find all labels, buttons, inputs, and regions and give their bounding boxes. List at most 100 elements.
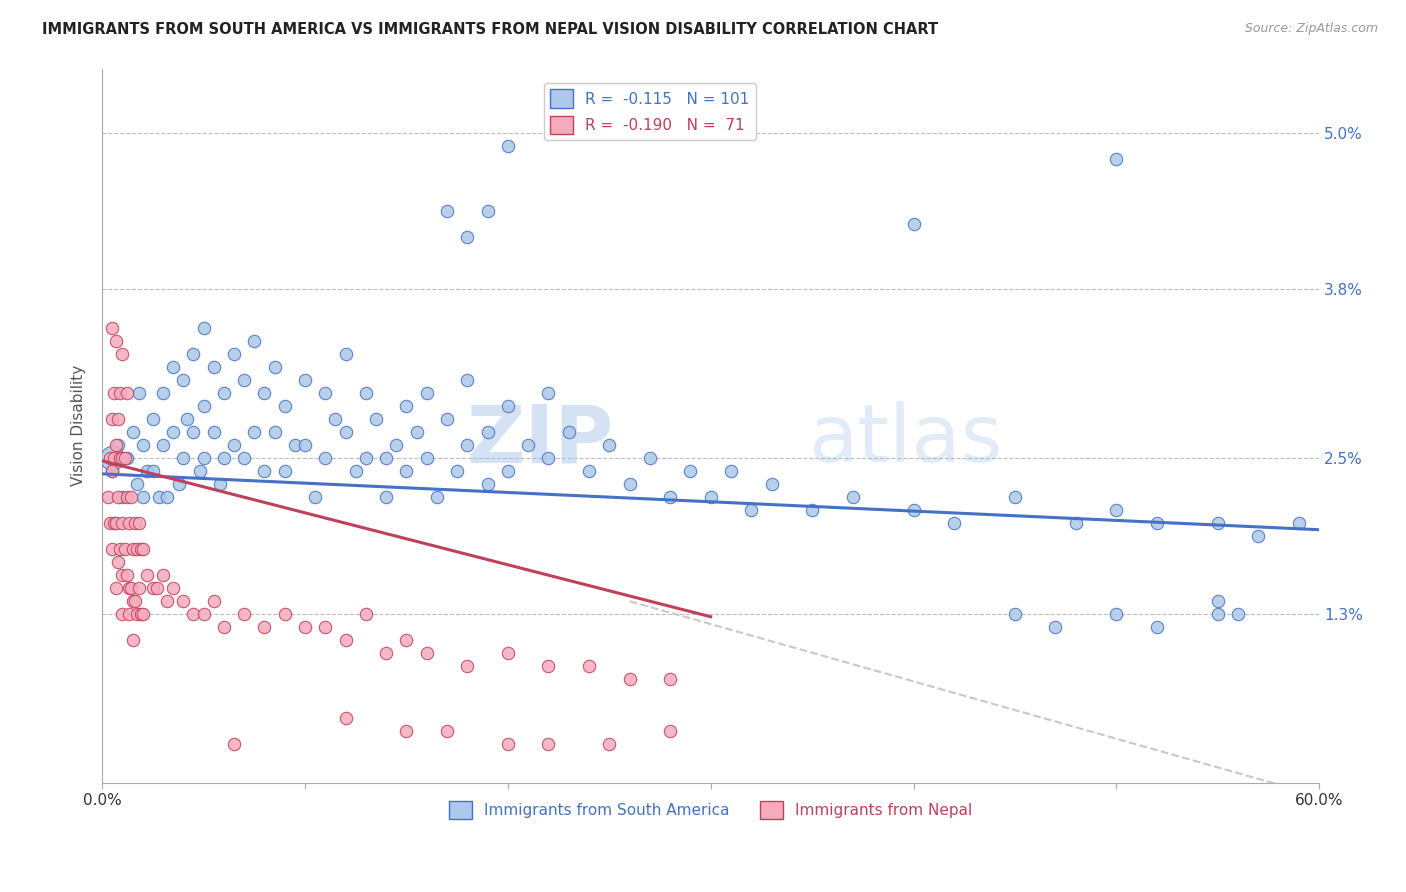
Point <box>129 607 152 622</box>
Point <box>111 451 134 466</box>
Point <box>125 607 148 622</box>
Point <box>202 360 225 375</box>
Point <box>274 464 297 478</box>
Point <box>496 399 519 413</box>
Point <box>496 737 519 751</box>
Point <box>537 386 560 401</box>
Point <box>188 464 211 478</box>
Point <box>477 477 499 491</box>
Point <box>659 490 682 504</box>
Point <box>253 386 276 401</box>
Point <box>132 607 155 622</box>
Point <box>169 477 191 491</box>
Point <box>97 490 120 504</box>
Point <box>456 438 478 452</box>
Point <box>132 438 155 452</box>
Point <box>496 464 519 478</box>
Point <box>117 581 139 595</box>
Point <box>124 516 146 531</box>
Point <box>128 516 150 531</box>
Point <box>578 464 600 478</box>
Point <box>212 620 235 634</box>
Point <box>416 386 439 401</box>
Point <box>132 490 155 504</box>
Point <box>294 438 316 452</box>
Point <box>243 425 266 440</box>
Point <box>202 425 225 440</box>
Point <box>117 516 139 531</box>
Point <box>120 581 142 595</box>
Point <box>115 568 138 582</box>
Point <box>446 464 468 478</box>
Point <box>436 412 458 426</box>
Point <box>659 672 682 686</box>
Point <box>128 581 150 595</box>
Point <box>557 425 579 440</box>
Text: atlas: atlas <box>808 401 1002 479</box>
Point <box>263 360 285 375</box>
Point <box>183 607 205 622</box>
Point <box>699 490 721 504</box>
Point <box>193 399 215 413</box>
Point <box>314 451 336 466</box>
Point <box>1206 594 1229 608</box>
Point <box>405 425 427 440</box>
Point <box>253 464 276 478</box>
Point <box>212 451 235 466</box>
Point <box>148 490 170 504</box>
Point <box>111 490 134 504</box>
Point <box>395 399 418 413</box>
Point <box>314 386 336 401</box>
Point <box>105 581 128 595</box>
Point <box>110 386 132 401</box>
Point <box>107 490 129 504</box>
Point <box>222 347 245 361</box>
Point <box>274 399 297 413</box>
Point <box>456 230 478 244</box>
Point <box>740 503 762 517</box>
Point <box>125 477 148 491</box>
Point <box>619 672 641 686</box>
Point <box>456 373 478 387</box>
Point <box>152 438 174 452</box>
Point <box>156 594 179 608</box>
Point <box>120 490 142 504</box>
Point <box>1004 490 1026 504</box>
Point <box>517 438 540 452</box>
Point <box>354 386 377 401</box>
Point <box>172 373 194 387</box>
Point <box>135 464 157 478</box>
Point <box>761 477 783 491</box>
Point <box>801 503 824 517</box>
Point <box>395 464 418 478</box>
Point <box>477 204 499 219</box>
Point <box>202 594 225 608</box>
Point <box>172 451 194 466</box>
Point <box>172 594 194 608</box>
Point <box>115 386 138 401</box>
Point <box>98 516 121 531</box>
Point <box>1206 516 1229 531</box>
Point <box>101 451 124 466</box>
Point <box>233 373 256 387</box>
Point <box>208 477 231 491</box>
Point <box>115 451 138 466</box>
Point <box>1004 607 1026 622</box>
Point <box>364 412 387 426</box>
Point <box>222 737 245 751</box>
Point <box>638 451 661 466</box>
Point <box>1288 516 1310 531</box>
Point <box>395 633 418 648</box>
Point <box>1105 503 1128 517</box>
Point <box>354 451 377 466</box>
Point <box>335 711 357 725</box>
Point <box>344 464 367 478</box>
Point <box>496 139 519 153</box>
Point <box>103 516 125 531</box>
Point <box>142 581 165 595</box>
Point <box>619 477 641 491</box>
Point <box>354 607 377 622</box>
Point <box>841 490 863 504</box>
Point <box>314 620 336 634</box>
Point <box>436 204 458 219</box>
